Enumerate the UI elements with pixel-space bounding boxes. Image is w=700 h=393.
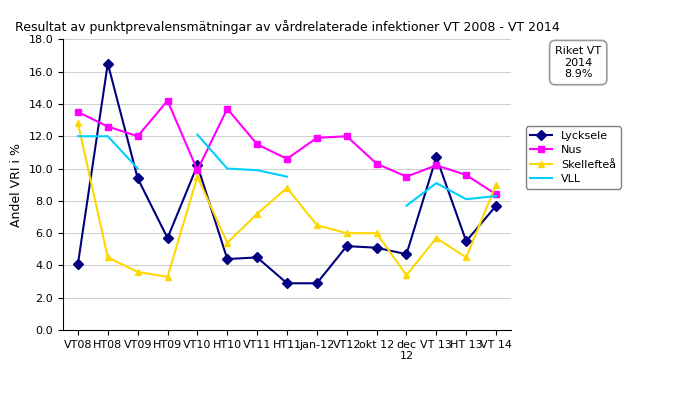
Nus bbox=[253, 142, 261, 147]
Nus bbox=[462, 173, 470, 177]
Lycksele bbox=[372, 245, 381, 250]
Skellefteå bbox=[223, 241, 232, 245]
Skellefteå bbox=[313, 223, 321, 228]
Y-axis label: Andel VRI i %: Andel VRI i % bbox=[10, 143, 23, 227]
Nus bbox=[134, 134, 142, 139]
Nus bbox=[372, 162, 381, 166]
Nus bbox=[492, 192, 500, 197]
VLL bbox=[74, 134, 82, 139]
Skellefteå bbox=[283, 185, 291, 190]
Skellefteå bbox=[74, 121, 82, 126]
Lycksele bbox=[104, 61, 112, 66]
Nus bbox=[104, 124, 112, 129]
Lycksele bbox=[402, 252, 411, 257]
Nus bbox=[193, 168, 202, 173]
Lycksele bbox=[492, 203, 500, 208]
Nus bbox=[342, 134, 351, 139]
Skellefteå bbox=[372, 231, 381, 235]
Nus bbox=[402, 174, 411, 179]
VLL bbox=[432, 181, 440, 185]
Lycksele bbox=[223, 257, 232, 261]
Skellefteå bbox=[104, 255, 112, 260]
Lycksele bbox=[432, 155, 440, 160]
Nus bbox=[223, 107, 232, 111]
VLL bbox=[283, 174, 291, 179]
Skellefteå bbox=[402, 273, 411, 277]
VLL bbox=[134, 166, 142, 171]
Skellefteå bbox=[193, 174, 202, 179]
Skellefteå bbox=[462, 255, 470, 260]
Skellefteå bbox=[342, 231, 351, 235]
Nus bbox=[283, 156, 291, 161]
VLL bbox=[342, 166, 351, 171]
Title: Resultat av punktprevalensmätningar av vårdrelaterade infektioner VT 2008 - VT 2: Resultat av punktprevalensmätningar av v… bbox=[15, 20, 559, 34]
Skellefteå bbox=[134, 270, 142, 274]
Skellefteå bbox=[492, 182, 500, 187]
Lycksele bbox=[283, 281, 291, 286]
Lycksele bbox=[193, 163, 202, 168]
Skellefteå bbox=[432, 236, 440, 241]
Lycksele bbox=[253, 255, 261, 260]
VLL bbox=[104, 134, 112, 139]
Nus bbox=[74, 110, 82, 114]
Legend: Lycksele, Nus, Skellefteå, VLL: Lycksele, Nus, Skellefteå, VLL bbox=[526, 126, 621, 189]
Lycksele bbox=[462, 239, 470, 244]
Lycksele bbox=[163, 236, 172, 241]
VLL bbox=[223, 166, 232, 171]
Line: Lycksele: Lycksele bbox=[74, 60, 500, 287]
Skellefteå bbox=[253, 211, 261, 216]
Text: Riket VT
2014
8.9%: Riket VT 2014 8.9% bbox=[555, 46, 601, 79]
Line: VLL: VLL bbox=[78, 135, 496, 206]
Line: Skellefteå: Skellefteå bbox=[74, 120, 500, 280]
Lycksele bbox=[342, 244, 351, 248]
Lycksele bbox=[74, 261, 82, 266]
VLL bbox=[462, 197, 470, 202]
Nus bbox=[432, 163, 440, 168]
VLL bbox=[492, 194, 500, 198]
Lycksele bbox=[134, 176, 142, 181]
Lycksele bbox=[313, 281, 321, 286]
VLL bbox=[402, 203, 411, 208]
Nus bbox=[163, 98, 172, 103]
Skellefteå bbox=[163, 274, 172, 279]
VLL bbox=[193, 132, 202, 137]
VLL bbox=[253, 168, 261, 173]
Nus bbox=[313, 136, 321, 140]
Line: Nus: Nus bbox=[74, 97, 500, 198]
